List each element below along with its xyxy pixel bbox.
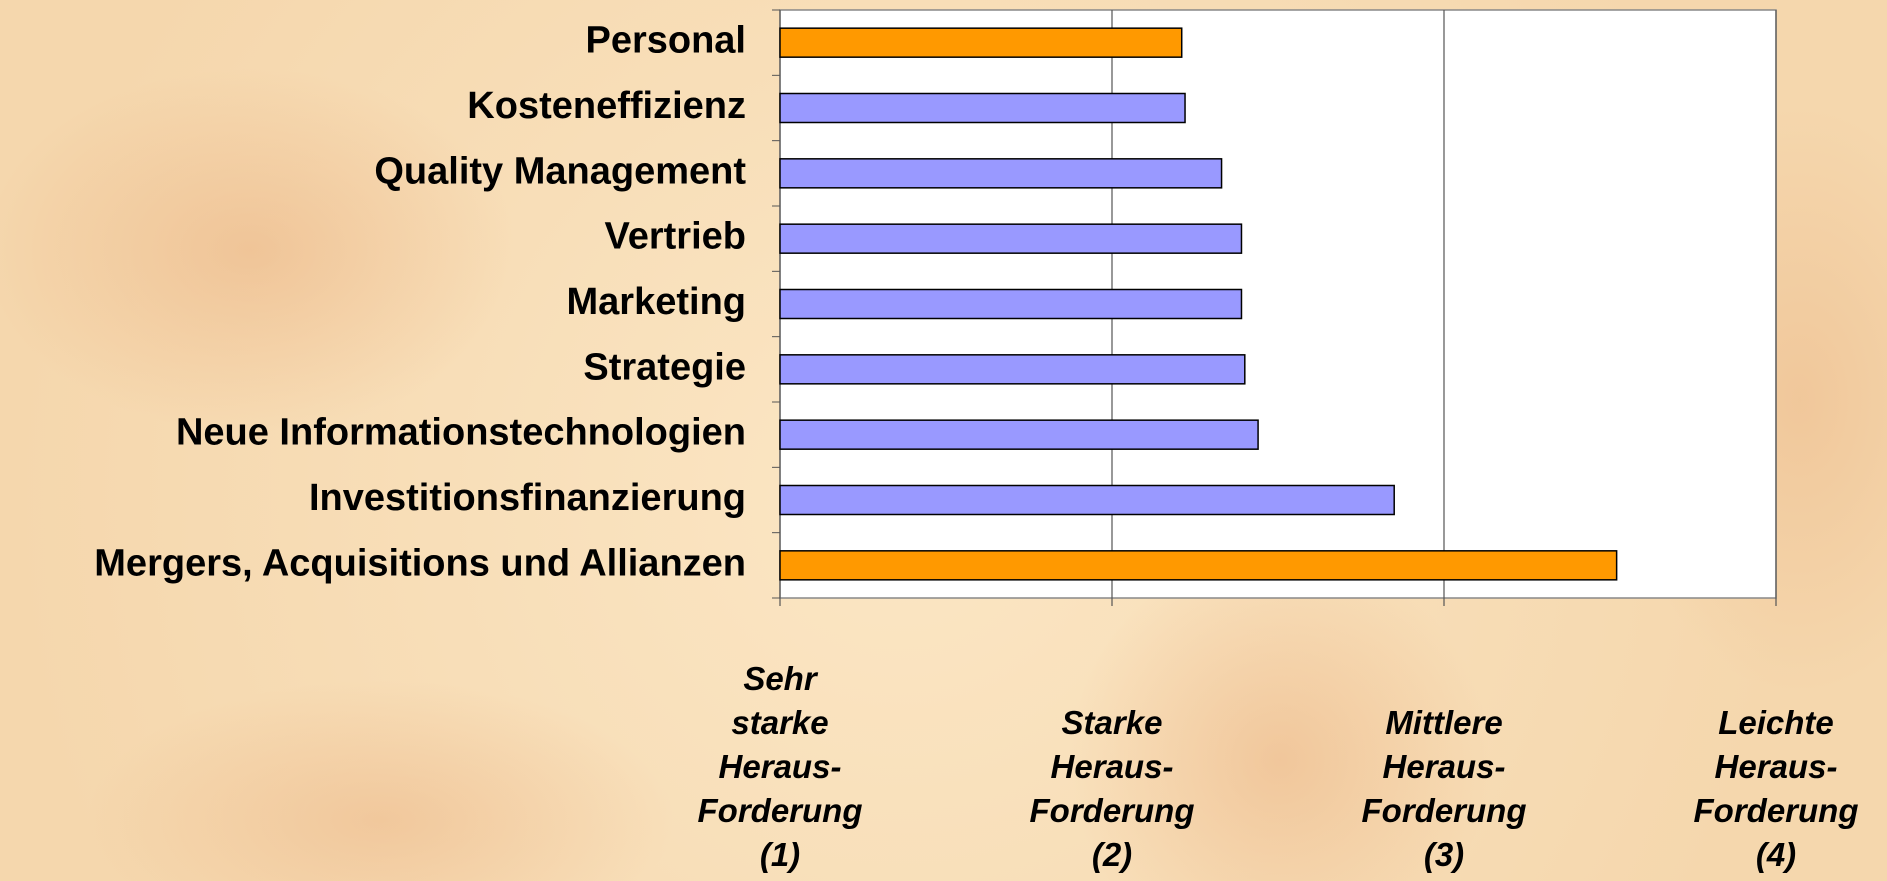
bar <box>779 550 1618 581</box>
bar <box>779 92 1186 124</box>
bar <box>779 419 1259 450</box>
y-tick-label: Vertrieb <box>604 216 746 258</box>
x-tick-label: Leichte Heraus- Forderung (4) <box>1693 704 1859 873</box>
y-tick-label: Mergers, Acquisitions und Allianzen <box>94 542 746 584</box>
y-tick-label: Kosteneffizienz <box>467 85 746 127</box>
x-tick-label: Sehr starke Heraus- Forderung (1) <box>697 660 863 873</box>
bar <box>779 223 1243 254</box>
y-tick-label: Investitionsfinanzierung <box>309 477 746 519</box>
bar <box>779 354 1246 385</box>
y-tick-label: Strategie <box>583 346 746 388</box>
bar <box>779 27 1183 58</box>
x-tick-label: Mittlere Heraus- Forderung (3) <box>1361 704 1527 873</box>
y-tick-label: Neue Informationstechnologien <box>176 412 746 454</box>
bar <box>779 288 1243 320</box>
y-tick-label: Marketing <box>567 281 746 323</box>
bar <box>779 158 1223 189</box>
y-tick-label: Personal <box>585 20 746 62</box>
x-tick-label: Starke Heraus- Forderung (2) <box>1029 704 1195 873</box>
y-tick-label: Quality Management <box>374 150 746 192</box>
bar <box>779 484 1395 516</box>
